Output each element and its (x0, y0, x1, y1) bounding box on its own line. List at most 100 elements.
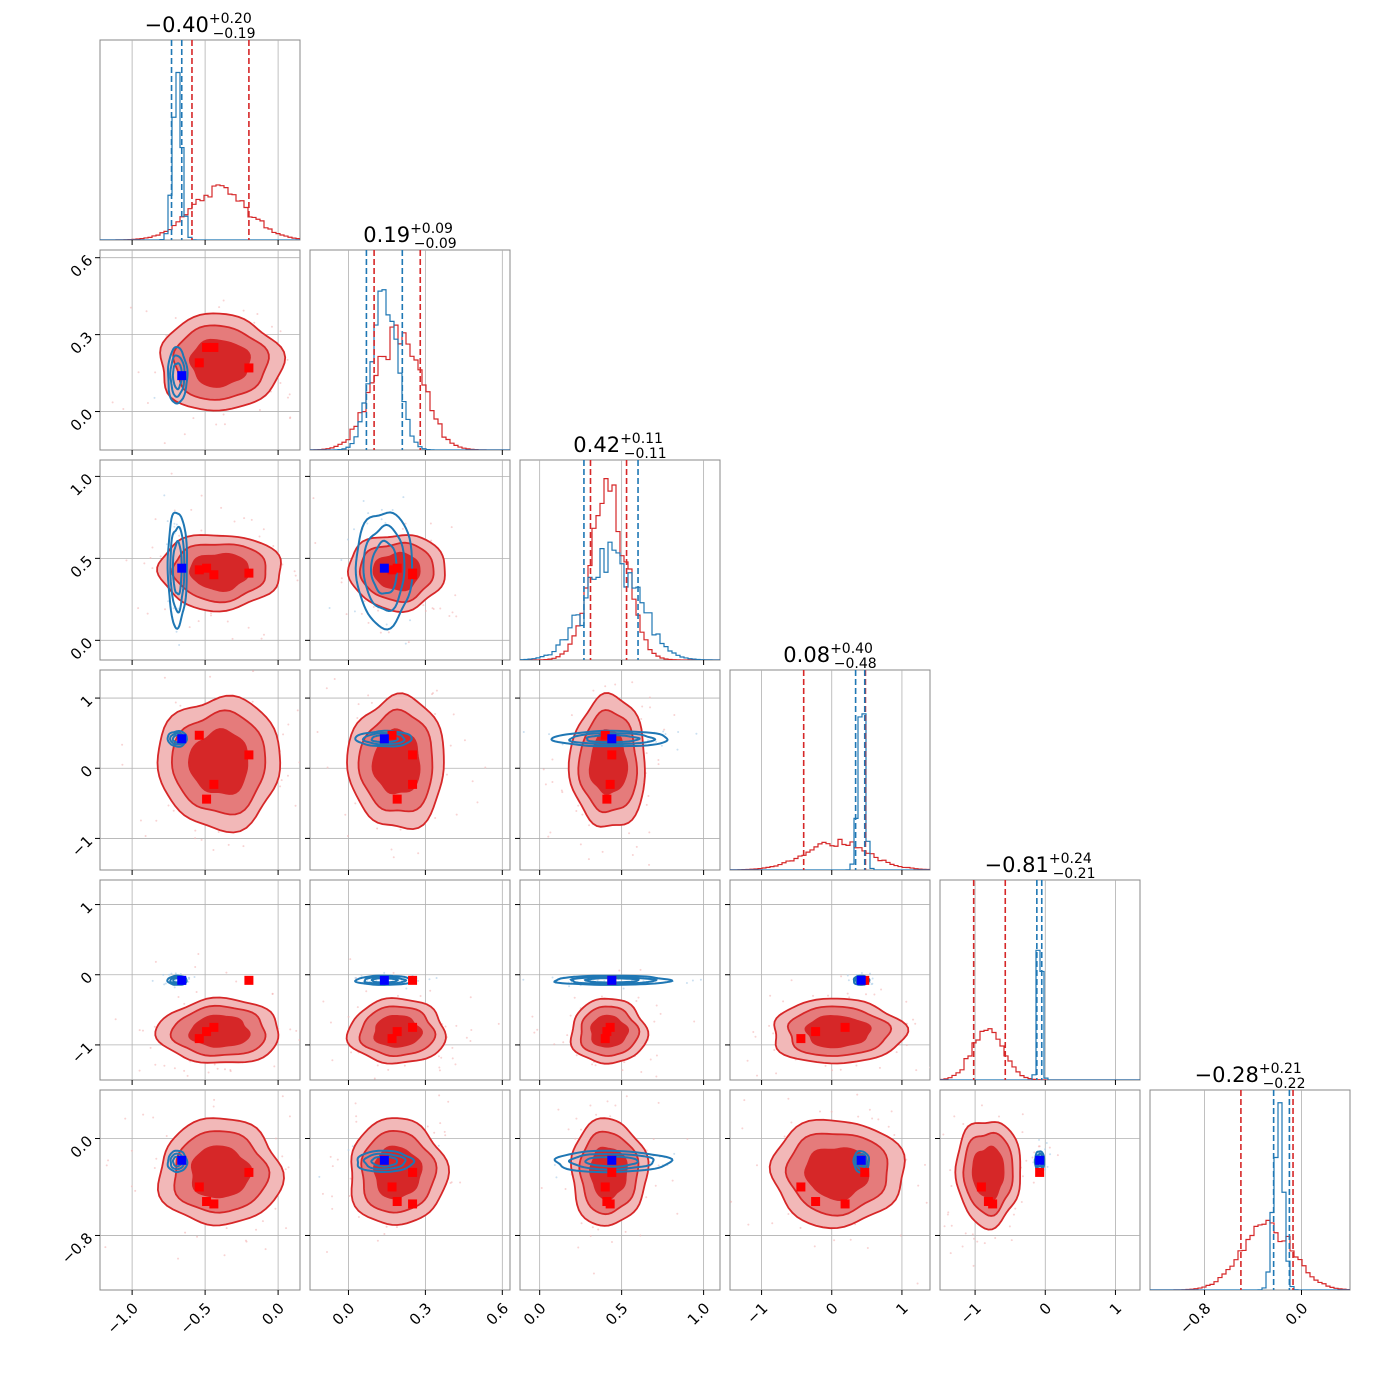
contour-blue (370, 539, 398, 595)
sample-point-red (329, 1155, 332, 1158)
sample-point-red (813, 1245, 816, 1248)
x-tick-label: −0.8 (1176, 1299, 1214, 1337)
sample-point-red (64, 1110, 66, 1112)
sample-point-red (125, 559, 128, 562)
sample-point-red (871, 1117, 874, 1120)
sample-point-red (895, 1051, 898, 1054)
scatter-panel-5-3 (725, 1089, 931, 1295)
sample-point-red (932, 1040, 934, 1042)
sample-point-red (580, 1222, 583, 1225)
x-tick-label: 0.0 (520, 1299, 550, 1329)
sample-point-blue (164, 982, 167, 985)
panel-content (520, 460, 720, 660)
sample-point-red (270, 325, 273, 328)
truth-marker-blue (856, 1155, 866, 1165)
histogram-red (520, 478, 720, 660)
sample-point-red (455, 615, 458, 618)
sample-point-red (390, 848, 393, 851)
contour-blue (354, 729, 413, 748)
sample-point-red (547, 835, 550, 838)
sample-point-red (912, 1018, 915, 1021)
sample-point-red (449, 744, 452, 747)
histogram-blue (1150, 1102, 1350, 1290)
y-tick-label: −1 (68, 1039, 96, 1067)
sample-point-red (340, 581, 343, 584)
truth-marker-red (602, 794, 612, 804)
truth-marker-blue (607, 1155, 617, 1165)
sample-point-red (349, 958, 352, 961)
sample-point-red (367, 694, 370, 697)
sample-point-red (976, 1240, 979, 1243)
sample-point-red (130, 1149, 133, 1152)
sample-point-red (183, 1069, 186, 1072)
sample-point-red (321, 1192, 324, 1195)
sample-point-red (972, 1264, 975, 1267)
sample-point-red (782, 1000, 785, 1003)
sample-point-red (454, 594, 457, 597)
sample-point-red (285, 1227, 288, 1230)
sample-point-red (575, 1054, 578, 1057)
contour-blue (169, 1152, 186, 1171)
sample-point-red (279, 382, 282, 385)
sample-point-red (649, 1058, 652, 1061)
truth-marker-red (387, 1182, 397, 1192)
sample-point-red (154, 371, 157, 374)
sample-point-blue (691, 979, 694, 982)
sample-point-red (640, 1071, 643, 1074)
truth-marker-blue (379, 975, 389, 985)
sample-point-red (294, 804, 297, 807)
sample-point-red (839, 1068, 842, 1071)
truth-marker-red (202, 1027, 212, 1037)
truth-marker-red (209, 570, 219, 580)
truth-marker-red (607, 750, 617, 760)
truth-marker-red (202, 1197, 212, 1207)
scatter-panel-5-2 (515, 1089, 721, 1295)
sample-point-red (217, 831, 220, 834)
param-title-lower: −0.09 (414, 236, 457, 252)
truth-marker-red (840, 1022, 850, 1032)
sample-point-red (429, 989, 432, 992)
sample-point-red (929, 1066, 930, 1069)
histogram-panel-1: 0.19+0.09 −0.09 (309, 221, 511, 455)
contour-blue (569, 975, 658, 985)
sample-point-red (356, 716, 359, 719)
truth-marker-red (392, 1027, 402, 1037)
truth-marker-red (408, 1022, 418, 1032)
sample-point-red (635, 1000, 638, 1003)
panel-content (522, 968, 702, 1078)
sample-point-red (1008, 1225, 1011, 1228)
sample-point-red (312, 497, 315, 500)
contour-red-inner (804, 1014, 872, 1049)
sample-point-blue (553, 1164, 556, 1167)
sample-point-blue (869, 972, 872, 975)
sample-point-blue (404, 642, 407, 645)
truth-marker-blue (607, 734, 617, 744)
sample-point-red (551, 781, 554, 784)
scatter-panel-2-0 (95, 459, 301, 665)
scatter-panel-3-1 (305, 669, 511, 875)
sample-point-red (192, 417, 195, 420)
histogram-red (100, 184, 300, 240)
sample-point-red (540, 1187, 543, 1190)
sample-point-red (827, 994, 830, 997)
sample-point-red (621, 1069, 624, 1072)
sample-point-blue (385, 623, 388, 626)
sample-point-red (645, 752, 648, 755)
sample-point-red (443, 1130, 446, 1133)
sample-point-blue (162, 973, 165, 976)
sample-point-red (943, 1225, 946, 1228)
contour-red-inner (190, 1145, 253, 1199)
sample-point-red (444, 1134, 447, 1137)
scatter-panel-2-1 (305, 459, 511, 665)
sample-point-red (137, 607, 140, 610)
sample-point-red (448, 615, 451, 618)
sample-point-blue (346, 538, 349, 541)
sample-point-red (799, 1226, 802, 1229)
truth-marker-blue (379, 563, 389, 573)
sample-point-red (1032, 1181, 1035, 1184)
sample-point-red (497, 1022, 500, 1025)
sample-point-red (372, 606, 375, 609)
sample-point-red (142, 1113, 145, 1116)
sample-point-red (1025, 1159, 1028, 1162)
sample-point-red (755, 1164, 758, 1167)
